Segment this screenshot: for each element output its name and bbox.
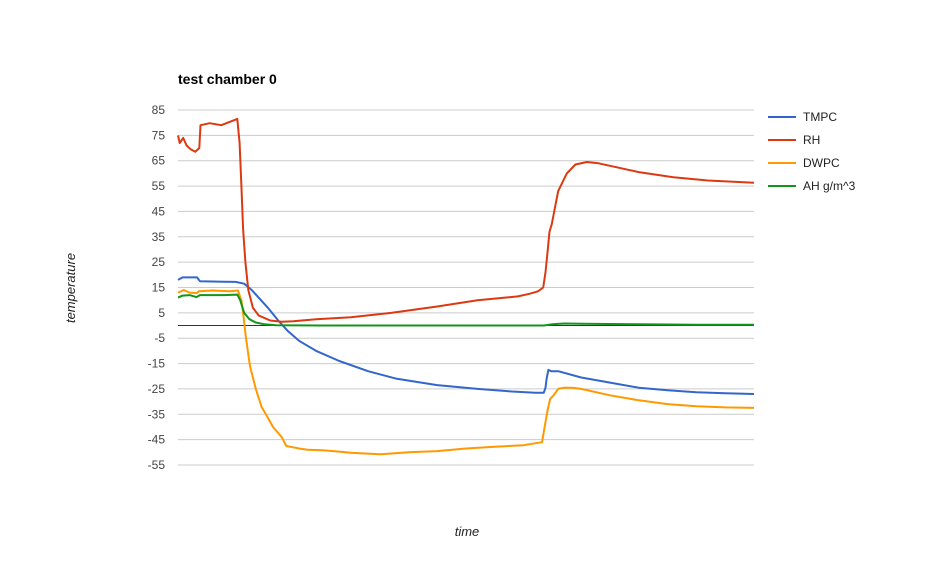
legend-label: DWPC <box>803 156 840 170</box>
gridlines <box>178 109 754 466</box>
y-tick-label: 85 <box>152 103 166 117</box>
x-axis-title: time <box>455 524 480 539</box>
series-line-rh <box>177 117 755 323</box>
y-tick-label: 75 <box>152 128 166 142</box>
legend: TMPC RH DWPC AH g/m^3 <box>768 110 856 193</box>
chart-title: test chamber 0 <box>178 71 277 87</box>
y-tick-label: -35 <box>148 407 166 421</box>
y-tick-label: -5 <box>154 331 165 345</box>
y-axis-title: temperature <box>63 253 78 323</box>
y-tick-label: -45 <box>148 433 166 447</box>
y-tick-label: -15 <box>148 357 166 371</box>
legend-label: RH <box>803 133 820 147</box>
series-line-tmpc <box>177 276 755 395</box>
y-tick-label: -25 <box>148 382 166 396</box>
y-tick-label: 35 <box>152 230 166 244</box>
y-tick-label: 25 <box>152 255 166 269</box>
plot-area <box>177 117 755 456</box>
y-tick-label: 65 <box>152 154 166 168</box>
y-tick-label: 45 <box>152 204 166 218</box>
y-tick-label: 55 <box>152 179 166 193</box>
series-line-ah-g-m-3 <box>177 293 754 327</box>
y-tick-label: 15 <box>152 281 166 295</box>
legend-label: TMPC <box>803 110 837 124</box>
y-tick-label: -55 <box>148 458 166 472</box>
y-tick-label: 5 <box>158 306 165 320</box>
y-axis-ticks: 85 75 65 55 45 35 25 15 5 -5 -15 -25 -35 -45 -55 <box>148 103 166 472</box>
legend-label: AH g/m^3 <box>803 179 856 193</box>
series-line-dwpc <box>177 289 755 456</box>
